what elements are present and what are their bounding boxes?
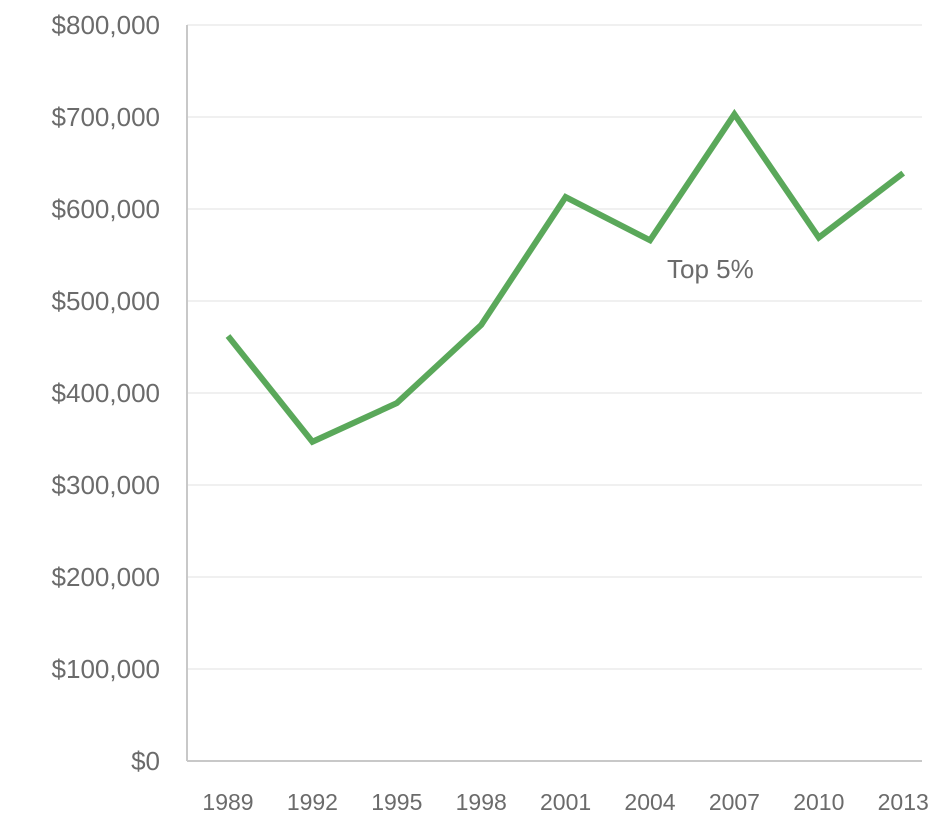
- x-tick-label: 1989: [202, 789, 253, 815]
- y-tick-label: $300,000: [52, 470, 160, 500]
- y-tick-label: $0: [131, 746, 160, 776]
- x-tick-label: 1995: [371, 789, 422, 815]
- x-tick-label: 2010: [793, 789, 844, 815]
- y-tick-label: $400,000: [52, 378, 160, 408]
- series-group: Top 5%: [225, 108, 906, 446]
- y-tick-label: $600,000: [52, 194, 160, 224]
- x-tick-label: 1998: [456, 789, 507, 815]
- y-tick-label: $200,000: [52, 562, 160, 592]
- x-tick-label: 2013: [878, 789, 929, 815]
- gridlines: [187, 24, 922, 670]
- x-tick-label: 1992: [287, 789, 338, 815]
- y-tick-label: $100,000: [52, 654, 160, 684]
- x-tick-label: 2007: [709, 789, 760, 815]
- series-label: Top 5%: [667, 254, 754, 284]
- y-axis-tick-labels: $0 $100,000 $200,000 $300,000 $400,000 $500,0…: [52, 10, 160, 776]
- x-tick-label: 2001: [540, 789, 591, 815]
- x-axis-tick-labels: 1989 1992 1995 1998 2001 2004 2007 2010 2013: [202, 789, 928, 815]
- y-tick-label: $800,000: [52, 10, 160, 40]
- y-tick-label: $700,000: [52, 102, 160, 132]
- x-tick-label: 2004: [624, 789, 675, 815]
- y-tick-label: $500,000: [52, 286, 160, 316]
